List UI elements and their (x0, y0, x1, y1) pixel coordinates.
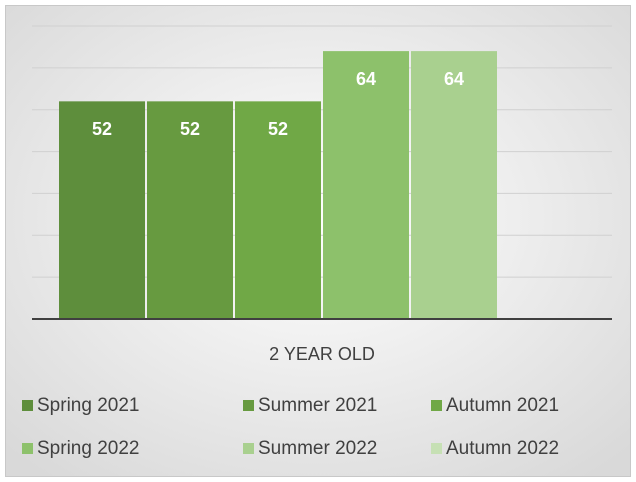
legend-swatch (431, 400, 442, 411)
bar (411, 51, 497, 319)
data-label: 52 (180, 119, 200, 139)
bar (323, 51, 409, 319)
bar (59, 101, 145, 319)
data-label: 64 (444, 69, 464, 89)
bar (235, 101, 321, 319)
data-label: 52 (92, 119, 112, 139)
bar (147, 101, 233, 319)
legend-swatch (431, 443, 442, 454)
data-label: 52 (268, 119, 288, 139)
legend-label: Spring 2021 (37, 395, 139, 416)
x-tick-label: 2 YEAR OLD (269, 344, 375, 364)
legend-label: Spring 2022 (37, 438, 139, 459)
legend-swatch (22, 400, 33, 411)
legend-swatch (22, 443, 33, 454)
legend-label: Summer 2022 (258, 438, 377, 459)
legend-swatch (243, 443, 254, 454)
data-label: 64 (356, 69, 376, 89)
legend-label: Summer 2021 (258, 395, 377, 416)
legend-swatch (243, 400, 254, 411)
legend-label: Autumn 2022 (446, 438, 559, 459)
legend-label: Autumn 2021 (446, 395, 559, 416)
